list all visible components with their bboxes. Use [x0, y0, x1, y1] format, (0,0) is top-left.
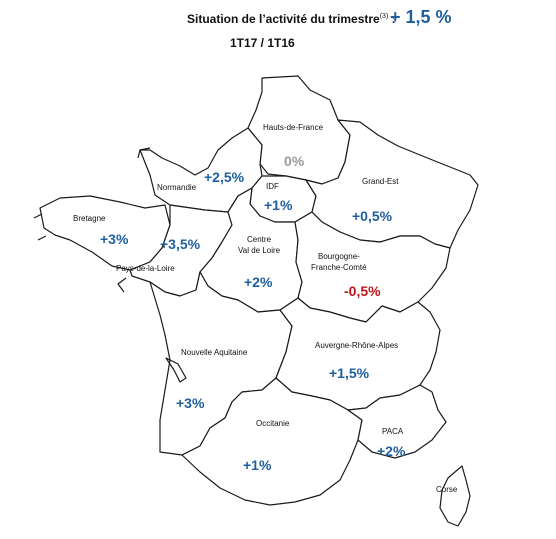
region-value-auvergne-rhone-alpes: +1,5%	[329, 365, 370, 381]
region-name-bourgogne-line-1: Bourgogne-	[318, 252, 360, 261]
region-shape-corse[interactable]	[439, 465, 471, 527]
period-label: 1T17 / 1T16	[230, 36, 295, 50]
region-shapes	[39, 75, 479, 527]
region-value-paca: +2%	[377, 443, 406, 459]
region-name-centre-line-1: Centre	[247, 235, 272, 244]
region-name-centre-line-2: Val de Loire	[238, 246, 281, 255]
region-value-hauts-de-france: 0%	[284, 153, 305, 169]
region-name-corse: Corse	[436, 485, 458, 494]
region-name-nouvelle-aquitaine: Nouvelle Aquitaine	[181, 348, 248, 357]
overall-activity-value: + 1,5 %	[390, 7, 452, 27]
vendee-coast-outline	[117, 277, 127, 293]
region-name-auvergne-rhone-alpes: Auvergne-Rhône-Alpes	[315, 341, 398, 350]
region-shape-bourgogne-franche-comte[interactable]	[294, 211, 451, 323]
coast-details	[33, 147, 187, 383]
region-value-bourgogne-franche-comte: -0,5%	[344, 283, 381, 299]
footnote-mark: (3)	[379, 13, 389, 20]
region-value-centre-val-de-loire: +2%	[244, 274, 273, 290]
title-separator: :	[388, 12, 396, 26]
region-value-bretagne: +3%	[100, 231, 129, 247]
region-value-grand-est: +0,5%	[352, 208, 393, 224]
region-value-occitanie: +1%	[243, 457, 272, 473]
region-value-normandie: +2,5%	[204, 169, 245, 185]
region-name-pays-de-la-loire: Pays-de-la-Loire	[116, 264, 175, 273]
region-name-hauts-de-france: Hauts-de-France	[263, 123, 324, 132]
brittany-islands-outline	[33, 213, 47, 241]
region-value-pays-de-la-loire: +3,5%	[160, 236, 201, 252]
region-name-occitanie: Occitanie	[256, 419, 290, 428]
region-name-bretagne: Bretagne	[73, 214, 106, 223]
region-name-paca: PACA	[382, 427, 404, 436]
region-value-nouvelle-aquitaine: +3%	[176, 395, 205, 411]
channel-islands-outline	[137, 147, 151, 159]
region-name-bourgogne-line-2: Franche-Comté	[311, 263, 367, 272]
region-labels: Hauts-de-France 0% Normandie +2,5% IDF +…	[73, 123, 458, 494]
title-text: Situation de l’activité du trimestre	[187, 12, 380, 26]
region-value-idf: +1%	[264, 197, 293, 213]
region-name-normandie: Normandie	[157, 183, 197, 192]
gironde-estuary-outline	[165, 357, 187, 383]
region-name-idf: IDF	[266, 182, 279, 191]
region-name-grand-est: Grand-Est	[362, 177, 399, 186]
map-header: Situation de l’activité du trimestre(3) …	[0, 0, 556, 60]
map-title: Situation de l’activité du trimestre(3) …	[187, 12, 396, 26]
region-shape-paca[interactable]	[347, 384, 447, 459]
